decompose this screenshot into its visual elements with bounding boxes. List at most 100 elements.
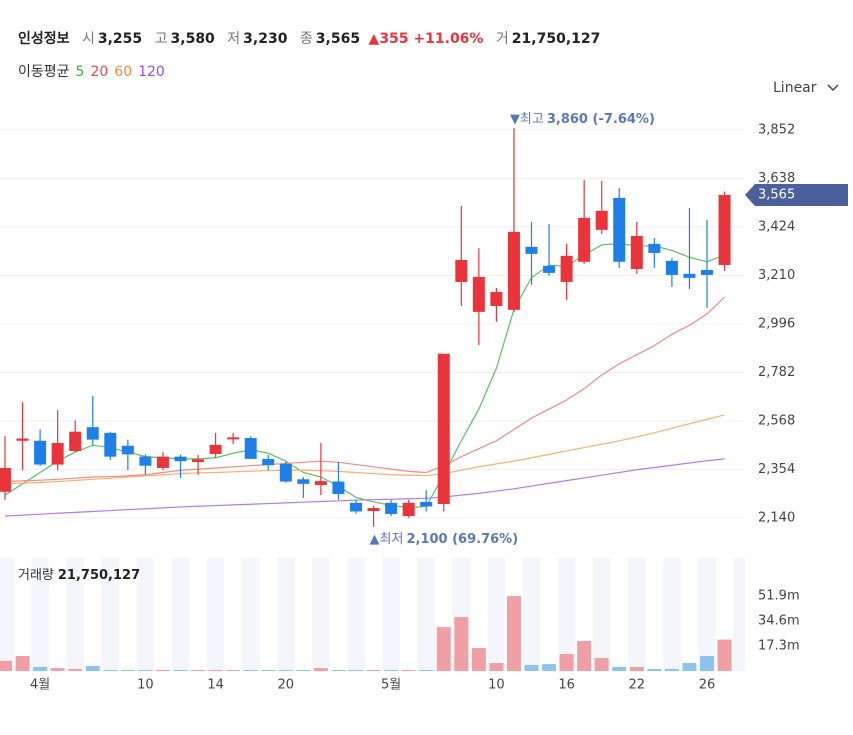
volume-bg-stripe <box>206 558 225 671</box>
volume-bar <box>612 666 627 671</box>
x-tick-label: 5월 <box>381 678 401 693</box>
candle-body <box>507 231 520 310</box>
volume-bar <box>664 668 679 671</box>
volume-bg-stripe <box>0 558 14 671</box>
candle-body <box>227 437 240 440</box>
candle-body <box>69 431 82 451</box>
candle-body <box>174 456 187 462</box>
volume-bar <box>15 655 30 671</box>
candle-body <box>367 508 380 512</box>
candle-body <box>104 432 117 457</box>
ma-line <box>4 458 725 517</box>
y-tick-label: 2,354 <box>758 462 795 477</box>
volume-bar <box>436 627 451 671</box>
label: 고 <box>154 31 168 47</box>
candle-body <box>525 246 538 254</box>
volume-bar <box>700 655 714 671</box>
volume-bar <box>33 666 48 671</box>
price-tag-label: 3,565 <box>758 187 795 202</box>
price-tag <box>745 183 848 206</box>
volume-bg-stripe <box>66 558 84 671</box>
open: 3,255 <box>97 31 143 47</box>
candle-body <box>472 276 485 312</box>
volume-bg-stripe <box>101 558 120 671</box>
x-tick-label: 10 <box>137 678 154 693</box>
y-tick-label: 2,782 <box>758 365 795 380</box>
y-tick-label: 2,140 <box>758 510 795 525</box>
volume: 21,750,127 <box>511 31 601 47</box>
legend-entry: 60 <box>114 64 133 80</box>
volume-bar <box>191 669 206 671</box>
candle-body <box>297 479 310 484</box>
volume-title: 거래량 21,750,127 <box>18 568 140 583</box>
volume-bar <box>278 669 293 671</box>
y-tick-label: 3,638 <box>758 171 795 186</box>
volume-bar <box>331 669 346 671</box>
x-tick-label: 4월 <box>30 678 50 693</box>
legend-entry: 20 <box>90 64 109 80</box>
candle-body <box>350 502 362 512</box>
volume-bar <box>261 669 276 671</box>
volume-bar <box>85 665 100 671</box>
x-tick-label: 22 <box>629 678 646 693</box>
volume-bar <box>138 669 153 671</box>
scale-dropdown[interactable]: Linear <box>773 80 839 96</box>
legend-entry: 5 <box>75 64 85 80</box>
volume-tick-label: 17.3m <box>758 639 800 654</box>
y-tick-label: 3,852 <box>758 122 795 137</box>
volume-bg-stripe <box>312 558 330 671</box>
volume-bar <box>208 669 223 671</box>
candle-body <box>560 255 573 282</box>
volume-bar <box>155 669 170 671</box>
volume-bar <box>366 669 381 671</box>
volume-bar <box>419 669 434 671</box>
volume-bar <box>682 663 697 671</box>
volume-bar <box>296 669 311 671</box>
annotation-label: ▼최고 <box>510 112 544 127</box>
annotation-label: ▲최저 <box>370 531 404 546</box>
volume-bar <box>384 669 399 671</box>
volume-title-label: 거래량 <box>18 568 54 583</box>
volume-bar <box>120 669 135 671</box>
ma-line <box>4 296 725 483</box>
annotation: ▲최저 2,100 (69.76%) <box>370 531 519 546</box>
high: 3,580 <box>170 31 215 47</box>
label: 저 <box>227 31 241 47</box>
volume-bar <box>594 658 609 671</box>
legend-title: 이동평균 <box>18 64 70 80</box>
volume-bar <box>349 669 363 671</box>
volume-bg-stripe <box>698 558 716 671</box>
chevron <box>827 84 839 92</box>
volume-bg-stripe <box>31 558 49 671</box>
candle-body <box>262 458 275 466</box>
candle-body <box>385 502 398 514</box>
stock-name: 인성정보 <box>18 31 70 47</box>
volume-latest: 21,750,127 <box>58 568 140 583</box>
y-tick-label: 3,210 <box>758 268 795 283</box>
annotation-value: 2,100 (69.76%) <box>406 531 518 546</box>
volume-bar <box>103 669 118 671</box>
candle-body <box>630 235 643 270</box>
legend-entry: 120 <box>138 64 165 80</box>
scale-label: Linear <box>773 80 817 96</box>
volume-bar <box>559 653 574 671</box>
volume-bg-stripe <box>592 558 611 671</box>
volume-bg-stripe <box>557 558 576 671</box>
ma-line <box>4 243 725 509</box>
volume-bar <box>454 617 469 671</box>
volume-bg-stripe <box>277 558 295 671</box>
volume-bar <box>50 668 65 671</box>
volume-bar <box>542 664 557 671</box>
x-tick-label: 14 <box>207 678 224 693</box>
legend: 이동평균 5 20 60 120 <box>18 61 165 81</box>
change: ▲355 +11.06% <box>368 31 484 47</box>
candle-body <box>0 467 11 492</box>
annotation: ▼최고 3,860 (-7.64%) <box>510 112 655 127</box>
candle-body <box>192 459 205 463</box>
annotation-value: 3,860 (-7.64%) <box>547 112 655 127</box>
label: 시 <box>81 31 95 47</box>
y-tick-label: 2,568 <box>758 413 795 428</box>
volume-tick-label: 51.9m <box>758 589 800 604</box>
volume-bar <box>243 669 258 671</box>
